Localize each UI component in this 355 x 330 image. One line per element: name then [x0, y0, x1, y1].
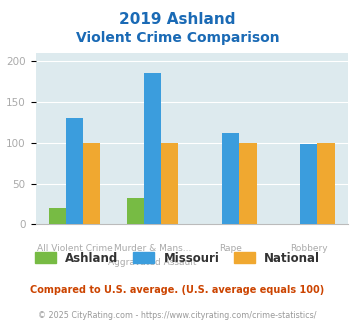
Bar [161, 143, 179, 224]
Text: Compared to U.S. average. (U.S. average equals 100): Compared to U.S. average. (U.S. average … [31, 285, 324, 295]
Bar [83, 143, 100, 224]
Bar [317, 143, 335, 224]
Bar [239, 143, 257, 224]
Text: Robbery: Robbery [290, 244, 328, 253]
Text: © 2025 CityRating.com - https://www.cityrating.com/crime-statistics/: © 2025 CityRating.com - https://www.city… [38, 311, 317, 320]
Bar [144, 73, 161, 224]
Bar [127, 198, 144, 224]
Legend: Ashland, Missouri, National: Ashland, Missouri, National [35, 252, 320, 265]
Text: 2019 Ashland: 2019 Ashland [119, 12, 236, 26]
Text: Violent Crime Comparison: Violent Crime Comparison [76, 31, 279, 45]
Bar [222, 133, 239, 224]
Text: Rape: Rape [219, 244, 242, 253]
Text: All Violent Crime: All Violent Crime [37, 244, 113, 253]
Bar [66, 118, 83, 224]
Text: Murder & Mans...: Murder & Mans... [114, 244, 191, 253]
Bar [49, 208, 66, 224]
Bar [300, 144, 317, 224]
Text: Aggravated Assault: Aggravated Assault [108, 258, 197, 267]
